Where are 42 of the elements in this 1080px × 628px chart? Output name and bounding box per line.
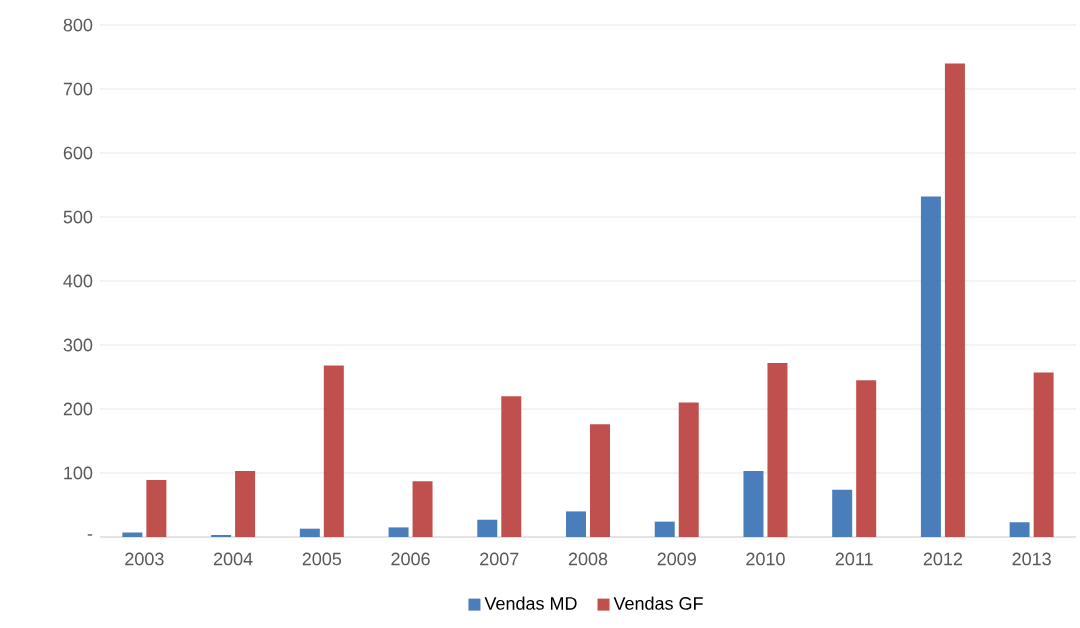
bar	[501, 396, 522, 537]
x-tick-label: 2007	[480, 552, 519, 566]
x-tick-label: 2006	[391, 552, 430, 566]
y-tick-label: 700	[63, 82, 93, 96]
bar	[743, 471, 764, 537]
bar	[944, 63, 965, 537]
y-tick-label: 500	[63, 210, 93, 224]
y-tick-label: 600	[63, 146, 93, 160]
bar	[920, 196, 941, 537]
bar	[590, 424, 611, 537]
y-tick-label: 300	[63, 338, 93, 352]
bar	[566, 511, 586, 537]
x-tick-label: 2011	[835, 552, 873, 566]
bar	[299, 528, 320, 537]
y-tick-label: 100	[64, 466, 93, 480]
bar	[1009, 522, 1030, 537]
bar	[412, 481, 433, 537]
bar	[235, 471, 256, 537]
bar	[146, 480, 167, 537]
x-tick-label: 2010	[746, 552, 785, 566]
y-tick-label: 200	[63, 402, 93, 416]
legend-label: Vendas GF	[613, 596, 703, 610]
x-tick-label: 2004	[213, 552, 253, 566]
bar	[477, 519, 498, 537]
bar	[767, 362, 788, 537]
bar	[678, 402, 699, 537]
x-tick-label: 2003	[125, 552, 164, 566]
bar	[856, 380, 877, 537]
x-tick-label: 2008	[568, 552, 608, 566]
bar	[388, 527, 409, 537]
x-tick-label: 2013	[1012, 552, 1051, 566]
x-tick-label: 2012	[923, 552, 963, 566]
x-tick-label: 2009	[657, 552, 696, 566]
bar	[832, 489, 853, 537]
y-tick-label: -	[87, 534, 93, 536]
legend-label: Vendas MD	[484, 596, 577, 610]
x-tick-label: 2005	[302, 552, 342, 566]
y-tick-label: 800	[63, 18, 93, 32]
bar	[323, 365, 344, 537]
bar	[654, 521, 675, 537]
bar	[1033, 372, 1054, 537]
y-tick-label: 400	[63, 274, 93, 288]
